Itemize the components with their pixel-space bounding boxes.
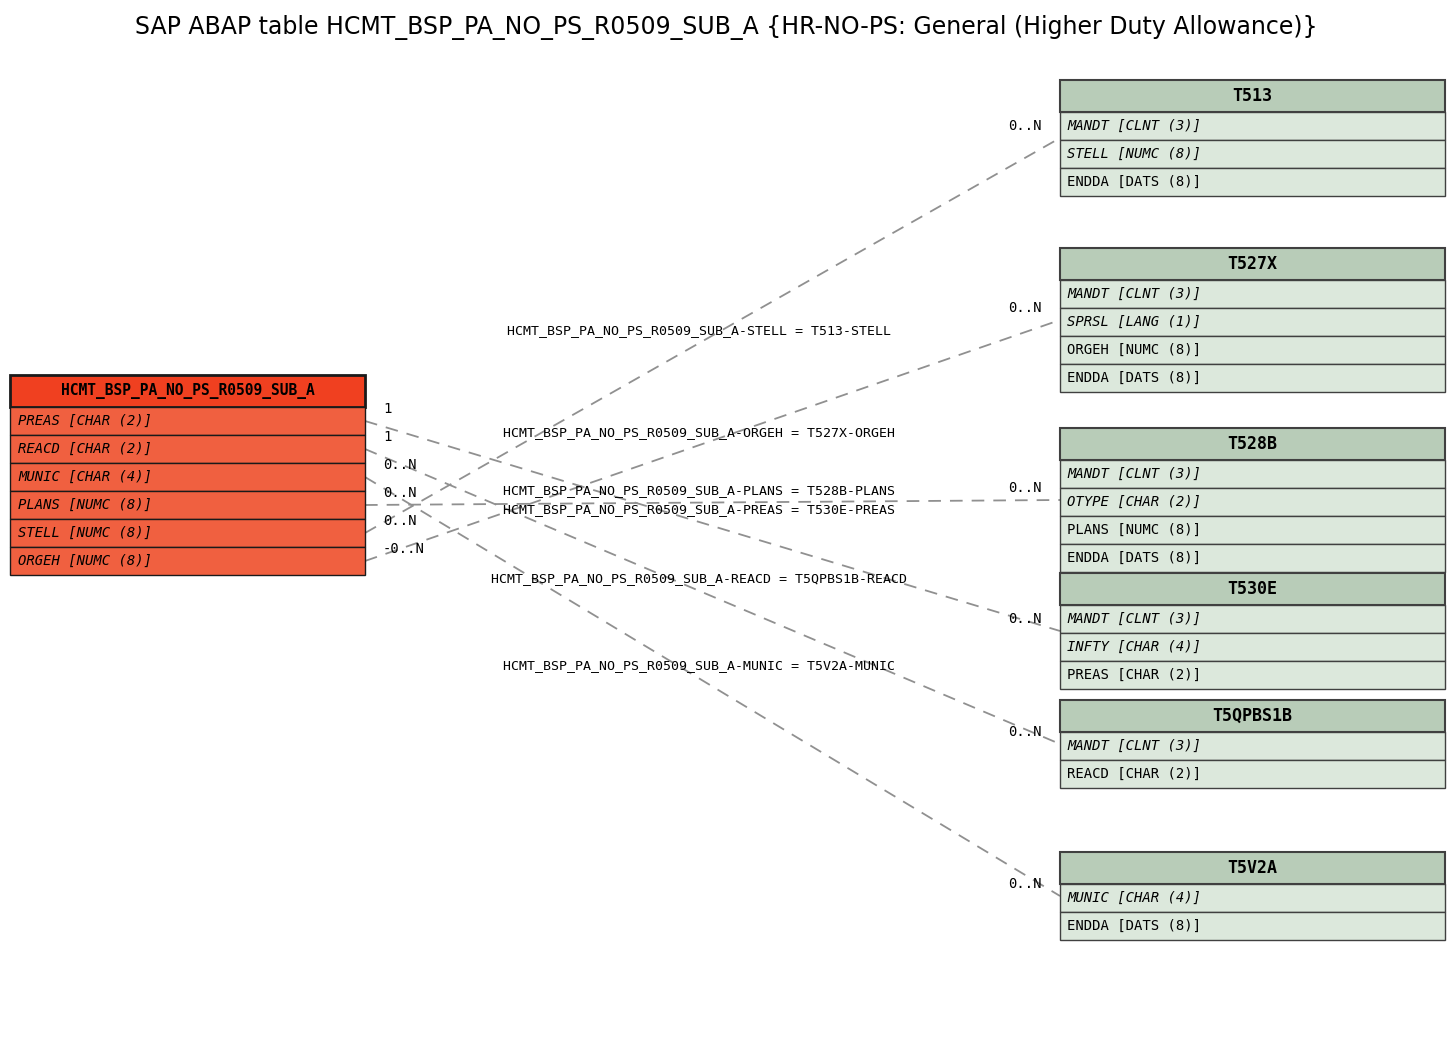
Text: HCMT_BSP_PA_NO_PS_R0509_SUB_A-PREAS = T530E-PREAS: HCMT_BSP_PA_NO_PS_R0509_SUB_A-PREAS = T5… — [502, 503, 894, 516]
Text: MANDT [CLNT (3)]: MANDT [CLNT (3)] — [1067, 740, 1201, 753]
Text: REACD [CHAR (2)]: REACD [CHAR (2)] — [1067, 767, 1201, 781]
FancyBboxPatch shape — [1060, 460, 1445, 488]
FancyBboxPatch shape — [1060, 912, 1445, 940]
Text: 0..N: 0..N — [1009, 301, 1043, 315]
FancyBboxPatch shape — [1060, 516, 1445, 544]
FancyBboxPatch shape — [1060, 364, 1445, 392]
FancyBboxPatch shape — [1060, 605, 1445, 633]
FancyBboxPatch shape — [1060, 573, 1445, 605]
Text: T5V2A: T5V2A — [1227, 859, 1278, 877]
Text: HCMT_BSP_PA_NO_PS_R0509_SUB_A-MUNIC = T5V2A-MUNIC: HCMT_BSP_PA_NO_PS_R0509_SUB_A-MUNIC = T5… — [502, 659, 894, 672]
Text: MANDT [CLNT (3)]: MANDT [CLNT (3)] — [1067, 740, 1201, 753]
Text: MANDT [CLNT (3)]: MANDT [CLNT (3)] — [1067, 286, 1201, 301]
Text: STELL [NUMC (8)]: STELL [NUMC (8)] — [1067, 147, 1201, 161]
Text: ENDDA [DATS (8)]: ENDDA [DATS (8)] — [1067, 175, 1201, 189]
Text: STELL [NUMC (8)]: STELL [NUMC (8)] — [1067, 147, 1201, 161]
FancyBboxPatch shape — [10, 463, 364, 491]
FancyBboxPatch shape — [1060, 80, 1445, 112]
Text: MUNIC [CHAR (4)]: MUNIC [CHAR (4)] — [17, 470, 152, 484]
FancyBboxPatch shape — [1060, 112, 1445, 140]
Text: PREAS [CHAR (2)]: PREAS [CHAR (2)] — [1067, 668, 1201, 682]
FancyBboxPatch shape — [1060, 661, 1445, 689]
Text: 0..N: 0..N — [1009, 119, 1043, 133]
Text: MUNIC [CHAR (4)]: MUNIC [CHAR (4)] — [1067, 891, 1201, 905]
FancyBboxPatch shape — [1060, 248, 1445, 280]
Text: 0..N: 0..N — [1009, 612, 1043, 626]
FancyBboxPatch shape — [1060, 336, 1445, 364]
FancyBboxPatch shape — [1060, 488, 1445, 516]
Text: HCMT_BSP_PA_NO_PS_R0509_SUB_A-STELL = T513-STELL: HCMT_BSP_PA_NO_PS_R0509_SUB_A-STELL = T5… — [507, 325, 890, 337]
Text: T5QPBS1B: T5QPBS1B — [1212, 707, 1292, 725]
Text: 0..N: 0..N — [383, 486, 417, 500]
Text: SAP ABAP table HCMT_BSP_PA_NO_PS_R0509_SUB_A {HR-NO-PS: General (Higher Duty All: SAP ABAP table HCMT_BSP_PA_NO_PS_R0509_S… — [135, 16, 1317, 40]
FancyBboxPatch shape — [10, 547, 364, 575]
Text: ORGEH [NUMC (8)]: ORGEH [NUMC (8)] — [17, 554, 152, 568]
Text: HCMT_BSP_PA_NO_PS_R0509_SUB_A: HCMT_BSP_PA_NO_PS_R0509_SUB_A — [61, 383, 315, 399]
Text: INFTY [CHAR (4)]: INFTY [CHAR (4)] — [1067, 640, 1201, 654]
Text: ENDDA [DATS (8)]: ENDDA [DATS (8)] — [1067, 551, 1201, 566]
Text: MANDT [CLNT (3)]: MANDT [CLNT (3)] — [1067, 119, 1201, 133]
Text: ENDDA [DATS (8)]: ENDDA [DATS (8)] — [1067, 919, 1201, 933]
FancyBboxPatch shape — [1060, 428, 1445, 460]
FancyBboxPatch shape — [10, 435, 364, 463]
Text: INFTY [CHAR (4)]: INFTY [CHAR (4)] — [1067, 640, 1201, 654]
FancyBboxPatch shape — [1060, 140, 1445, 168]
Text: MANDT [CLNT (3)]: MANDT [CLNT (3)] — [1067, 467, 1201, 481]
FancyBboxPatch shape — [10, 491, 364, 519]
Text: 0..N: 0..N — [1009, 877, 1043, 891]
Text: T527X: T527X — [1227, 255, 1278, 273]
Text: MANDT [CLNT (3)]: MANDT [CLNT (3)] — [1067, 286, 1201, 301]
Text: MANDT [CLNT (3)]: MANDT [CLNT (3)] — [1067, 467, 1201, 481]
FancyBboxPatch shape — [1060, 544, 1445, 572]
Text: REACD [CHAR (2)]: REACD [CHAR (2)] — [17, 442, 152, 456]
Text: PLANS [NUMC (8)]: PLANS [NUMC (8)] — [1067, 523, 1201, 537]
Text: PREAS [CHAR (2)]: PREAS [CHAR (2)] — [17, 414, 152, 428]
Text: MANDT [CLNT (3)]: MANDT [CLNT (3)] — [1067, 612, 1201, 626]
FancyBboxPatch shape — [1060, 732, 1445, 760]
Text: 0..N: 0..N — [1009, 725, 1043, 740]
Text: ENDDA [DATS (8)]: ENDDA [DATS (8)] — [1067, 371, 1201, 385]
FancyBboxPatch shape — [10, 407, 364, 435]
Text: STELL [NUMC (8)]: STELL [NUMC (8)] — [17, 526, 152, 540]
Text: MANDT [CLNT (3)]: MANDT [CLNT (3)] — [1067, 119, 1201, 133]
Text: HCMT_BSP_PA_NO_PS_R0509_SUB_A-REACD = T5QPBS1B-REACD: HCMT_BSP_PA_NO_PS_R0509_SUB_A-REACD = T5… — [491, 572, 906, 585]
Text: -0..N: -0..N — [383, 542, 425, 556]
FancyBboxPatch shape — [10, 375, 364, 407]
FancyBboxPatch shape — [1060, 700, 1445, 732]
Text: MANDT [CLNT (3)]: MANDT [CLNT (3)] — [1067, 612, 1201, 626]
FancyBboxPatch shape — [1060, 280, 1445, 308]
Text: HCMT_BSP_PA_NO_PS_R0509_SUB_A-PLANS = T528B-PLANS: HCMT_BSP_PA_NO_PS_R0509_SUB_A-PLANS = T5… — [502, 484, 894, 497]
Text: OTYPE [CHAR (2)]: OTYPE [CHAR (2)] — [1067, 495, 1201, 509]
Text: SPRSL [LANG (1)]: SPRSL [LANG (1)] — [1067, 315, 1201, 329]
FancyBboxPatch shape — [1060, 168, 1445, 196]
Text: SPRSL [LANG (1)]: SPRSL [LANG (1)] — [1067, 315, 1201, 329]
FancyBboxPatch shape — [1060, 308, 1445, 336]
Text: T528B: T528B — [1227, 435, 1278, 453]
Text: MUNIC [CHAR (4)]: MUNIC [CHAR (4)] — [1067, 891, 1201, 905]
Text: 1: 1 — [383, 402, 392, 416]
Text: 1: 1 — [383, 430, 392, 443]
FancyBboxPatch shape — [1060, 884, 1445, 912]
Text: 0..N: 0..N — [383, 514, 417, 528]
Text: OTYPE [CHAR (2)]: OTYPE [CHAR (2)] — [1067, 495, 1201, 509]
Text: 0..N: 0..N — [1009, 481, 1043, 495]
Text: T513: T513 — [1233, 87, 1272, 105]
FancyBboxPatch shape — [1060, 633, 1445, 661]
FancyBboxPatch shape — [1060, 852, 1445, 884]
Text: T530E: T530E — [1227, 580, 1278, 598]
Text: 0..N: 0..N — [383, 458, 417, 472]
Text: ORGEH [NUMC (8)]: ORGEH [NUMC (8)] — [1067, 343, 1201, 356]
FancyBboxPatch shape — [10, 519, 364, 547]
Text: HCMT_BSP_PA_NO_PS_R0509_SUB_A-ORGEH = T527X-ORGEH: HCMT_BSP_PA_NO_PS_R0509_SUB_A-ORGEH = T5… — [502, 427, 894, 439]
FancyBboxPatch shape — [1060, 760, 1445, 788]
Text: PLANS [NUMC (8)]: PLANS [NUMC (8)] — [17, 498, 152, 512]
